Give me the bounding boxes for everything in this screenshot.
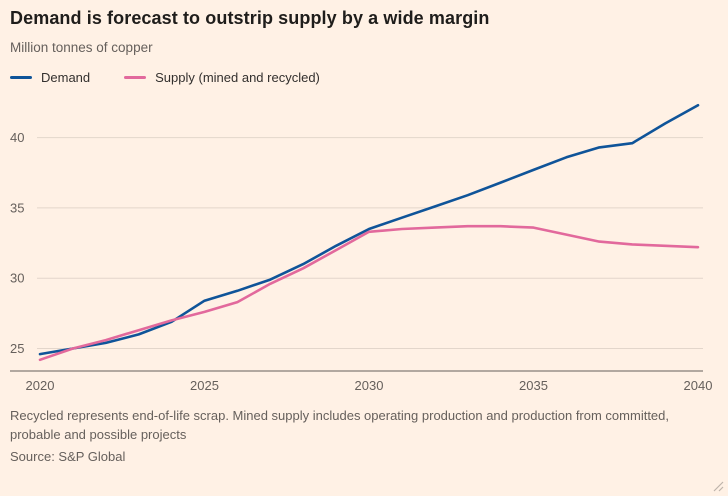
y-tick-label: 40 (10, 130, 24, 145)
legend-item-demand: Demand (10, 70, 90, 85)
legend-label: Demand (41, 70, 91, 85)
x-tick-label: 2020 (26, 378, 55, 393)
legend-label: Supply (mined and recycled) (155, 70, 320, 85)
chart-source: Source: S&P Global (10, 448, 126, 464)
legend-swatch (124, 75, 147, 80)
chart-footnote: Recycled represents end-of-life scrap. M… (10, 408, 670, 442)
y-tick-label: 25 (10, 341, 24, 356)
chart-subtitle: Million tonnes of copper (10, 40, 153, 55)
chart-legend: Demand Supply (mined and recycled) (10, 70, 718, 85)
x-tick-label: 2030 (355, 378, 384, 393)
x-tick-label: 2035 (519, 378, 548, 393)
series-line-supply (38, 224, 700, 362)
legend-item-supply: Supply (mined and recycled) (124, 70, 320, 85)
y-tick-label: 30 (10, 271, 24, 286)
line-chart: 25 30 35 40 2020 2025 2030 2035 2040 (10, 103, 713, 393)
legend-swatch (10, 75, 32, 80)
resize-handle-icon[interactable] (710, 478, 724, 492)
x-tick-label: 2040 (684, 378, 713, 393)
y-tick-label: 35 (10, 200, 24, 215)
page-title: Demand is forecast to outstrip supply by… (10, 8, 490, 28)
series-line-demand (38, 103, 700, 356)
x-tick-label: 2025 (190, 378, 219, 393)
